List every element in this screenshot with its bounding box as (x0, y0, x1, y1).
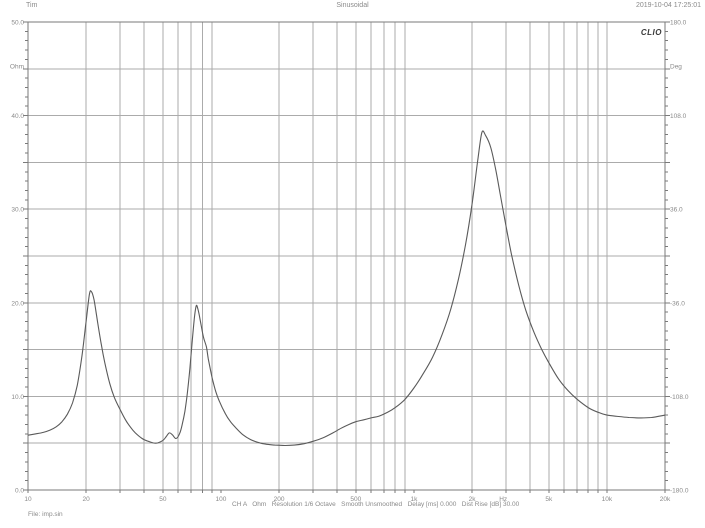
axis-tick-label: 30.0 (11, 207, 24, 214)
axis-tick-label: 20 (82, 496, 90, 503)
axis-tick-label: 0.0 (15, 488, 24, 495)
file-name-label: File: imp.sin (28, 511, 63, 518)
impedance-curve (27, 130, 666, 447)
axis-tick-label: 50 (159, 496, 167, 503)
axis-tick-label: 5k (545, 496, 553, 503)
axis-tick-label: Ohm (10, 63, 24, 70)
axis-tick-label: 200 (274, 496, 285, 503)
status-bar: CH A Ohm Resolution 1/6 Octave Smooth Un… (232, 501, 520, 508)
axis-tick-label: Deg (670, 64, 682, 71)
axis-tick-label: 10k (602, 496, 613, 503)
axis-tick-label: 36.0 (670, 207, 683, 214)
axis-tick-label: -36.0 (670, 300, 685, 307)
axis-tick-label: -108.0 (670, 394, 689, 401)
axis-tick-label: 10.0 (11, 394, 24, 401)
axis-tick-label: 500 (350, 496, 361, 503)
measurement-timestamp: 2019-10-04 17:25:01 (636, 2, 701, 9)
axis-tick-label: 180.0 (670, 20, 687, 27)
clio-logo: CLIO (640, 28, 662, 37)
axis-tick-label: 2k (469, 496, 477, 503)
axis-tick-label: 50.0 (11, 20, 24, 27)
axis-tick-label: Hz (499, 496, 507, 503)
axis-tick-label: 108.0 (670, 113, 687, 120)
axis-tick-label: 40.0 (11, 113, 24, 120)
measurement-name: Tim (26, 2, 38, 9)
axis-tick-label: 1k (411, 496, 419, 503)
axis-tick-label: 100 (216, 496, 227, 503)
axis-tick-label: 20.0 (11, 300, 24, 307)
axis-tick-label: 10 (24, 496, 32, 503)
measurement-type-title: Sinusoidal (336, 2, 369, 9)
axis-tick-label: 20k (660, 496, 671, 503)
axis-tick-label: -180.0 (670, 488, 689, 495)
